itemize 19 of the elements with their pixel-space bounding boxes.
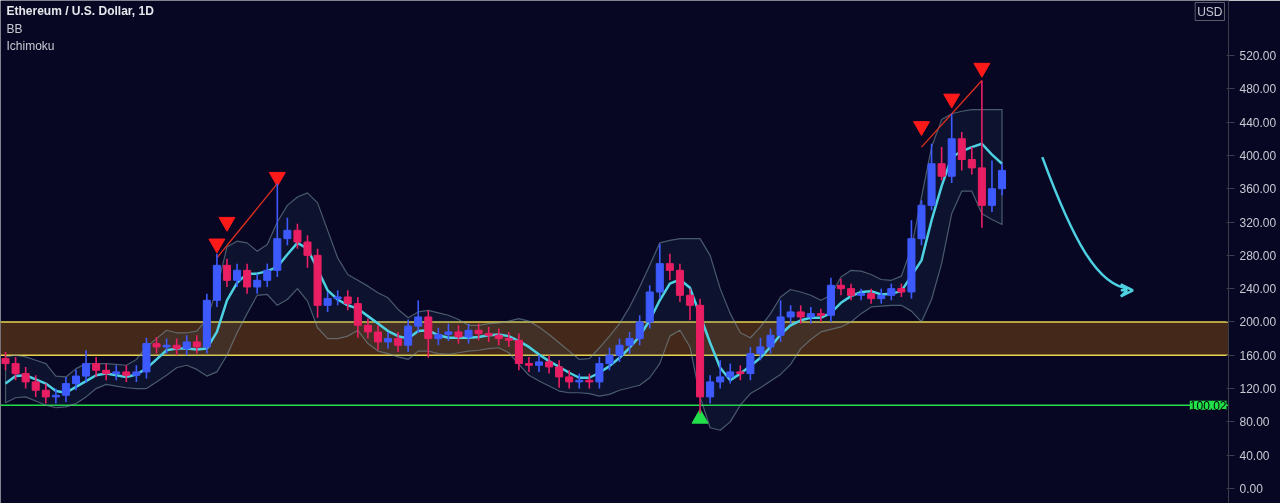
annotation: Ichimoku	[6, 38, 55, 53]
y-tick-label: 80.00	[1239, 415, 1270, 430]
y-tick-label: 520.00	[1239, 48, 1277, 63]
annotation: BB	[6, 21, 23, 36]
y-tick-label: 240.00	[1239, 282, 1277, 297]
y-tick-label: 360.00	[1239, 182, 1277, 197]
y-tick-label: 280.00	[1239, 248, 1277, 263]
y-tick-label: 320.00	[1239, 215, 1277, 230]
y-tick-label: 40.00	[1239, 448, 1270, 463]
annotation: USD	[1197, 4, 1223, 19]
y-tick-label: 200.00	[1239, 315, 1277, 330]
y-tick-label: 160.00	[1239, 348, 1277, 363]
chart-title: Ethereum / U.S. Dollar, 1D	[6, 3, 155, 18]
y-tick-label: 120.00	[1239, 382, 1277, 397]
y-tick-label: 400.00	[1239, 148, 1277, 163]
y-tick-label: 440.00	[1239, 115, 1277, 130]
y-tick-label: 480.00	[1239, 82, 1277, 97]
ref-line-label: 100.02	[1189, 398, 1227, 413]
y-tick-label: 0.00	[1239, 482, 1264, 497]
